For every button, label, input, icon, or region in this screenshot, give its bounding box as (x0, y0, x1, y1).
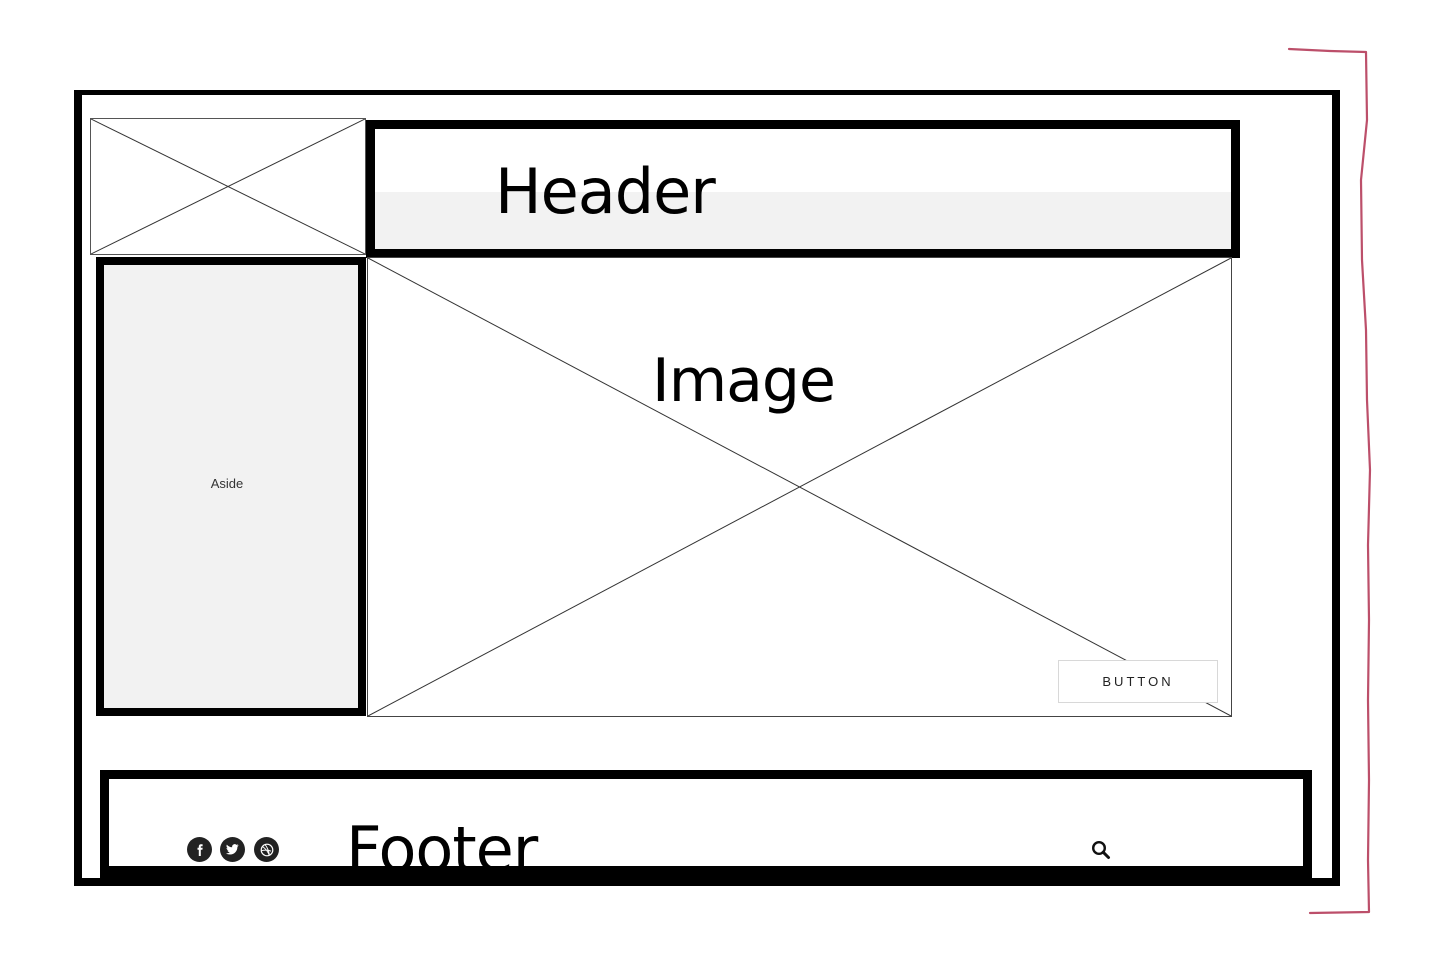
dribbble-icon[interactable] (254, 837, 279, 862)
footer-title-wrapper: Footer (340, 805, 560, 866)
search-icon[interactable] (1090, 839, 1112, 861)
image-placeholder (367, 257, 1232, 717)
footer-title: Footer (346, 813, 538, 866)
logo-placeholder (90, 118, 366, 255)
header-background-smudge (375, 192, 1231, 249)
twitter-icon[interactable] (220, 837, 245, 862)
placeholder-cross-icon (91, 119, 365, 254)
footer-bottom-border (100, 866, 1312, 878)
image-label: Image (652, 346, 836, 416)
image-cross-icon (368, 258, 1231, 716)
header-title: Header (495, 155, 716, 228)
aside-label: Aside (210, 476, 244, 491)
footer (100, 770, 1312, 878)
aside-panel (96, 257, 366, 716)
image-button[interactable]: BUTTON (1058, 660, 1218, 703)
facebook-icon[interactable] (187, 837, 212, 862)
